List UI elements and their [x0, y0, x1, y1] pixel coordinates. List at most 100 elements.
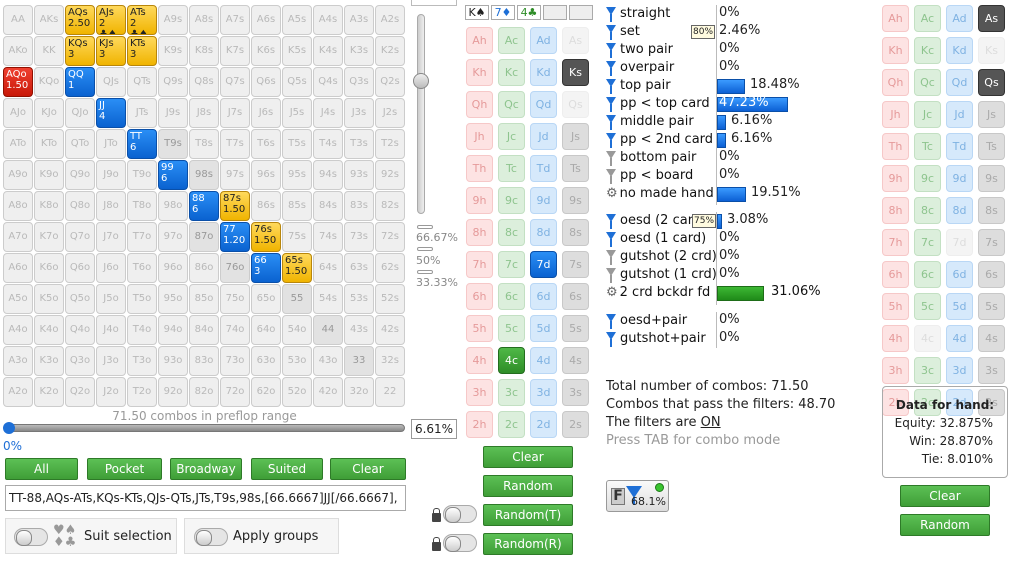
card-Qc[interactable]: Qc [498, 91, 525, 118]
hand-cell[interactable]: T3o [127, 346, 157, 376]
hand-cell[interactable]: QJo [65, 98, 95, 128]
hand-cell[interactable]: Q3s [344, 67, 374, 97]
filter-row[interactable]: gutshot+pair [606, 330, 706, 348]
card-4s[interactable]: 4s [978, 325, 1005, 352]
card-6s[interactable]: 6s [562, 283, 589, 310]
card-Js[interactable]: Js [978, 101, 1005, 128]
hand-cell[interactable]: Q2s [375, 67, 405, 97]
card-8c[interactable]: 8c [498, 219, 525, 246]
random-river-button[interactable]: Random(R) [483, 533, 573, 555]
filter-row[interactable]: overpair [606, 59, 674, 77]
hand-cell[interactable]: 73s [344, 222, 374, 252]
hand-cell[interactable]: K2s [375, 36, 405, 66]
hand-cell[interactable]: 63o [251, 346, 281, 376]
card-Ks[interactable]: Ks [562, 59, 589, 86]
card-8h[interactable]: 8h [466, 219, 493, 246]
hand-cell[interactable]: 75s [282, 222, 312, 252]
funnel-icon[interactable] [606, 7, 616, 22]
hand-cell[interactable]: 43s [344, 315, 374, 345]
card-8d[interactable]: 8d [946, 197, 973, 224]
filter-row[interactable]: bottom pair [606, 149, 696, 167]
card-Td[interactable]: Td [946, 133, 973, 160]
card-9s[interactable]: 9s [562, 187, 589, 214]
hand-cell[interactable]: K8o [34, 191, 64, 221]
card-8c[interactable]: 8c [914, 197, 941, 224]
hand-cell[interactable]: 52s [375, 284, 405, 314]
hand-cell[interactable]: 96s [251, 160, 281, 190]
hand-cell[interactable]: QQ 1 [65, 67, 95, 97]
card-4h[interactable]: 4h [882, 325, 909, 352]
hand-cell[interactable]: 65s 1.50 [282, 253, 312, 283]
broadway-button[interactable]: Broadway [170, 458, 242, 480]
hand-cell[interactable]: 93o [158, 346, 188, 376]
card-5d[interactable]: 5d [530, 315, 557, 342]
board-card-slot[interactable]: 7♦ [491, 5, 515, 20]
range-slider[interactable] [3, 422, 405, 434]
hand-cell[interactable]: 98o [158, 191, 188, 221]
hand-cell[interactable]: 43o [313, 346, 343, 376]
hand-cell[interactable]: KK [34, 36, 64, 66]
hand-cell[interactable]: T4s [313, 129, 343, 159]
filter-row[interactable]: top pair [606, 77, 671, 95]
card-4d[interactable]: 4d [946, 325, 973, 352]
card-6c[interactable]: 6c [498, 283, 525, 310]
card-2s[interactable]: 2s [978, 389, 1005, 416]
hand-cell[interactable]: T2s [375, 129, 405, 159]
card-9c[interactable]: 9c [498, 187, 525, 214]
hand-cell[interactable]: J4o [96, 315, 126, 345]
hand-cell[interactable]: 86o [189, 253, 219, 283]
board-card-slot[interactable]: K♠ [465, 5, 489, 20]
hand-cell[interactable]: K7o [34, 222, 64, 252]
random-turn-toggle[interactable] [443, 505, 477, 523]
hand-cell[interactable]: T6s [251, 129, 281, 159]
hand-cell[interactable]: K2o [34, 377, 64, 407]
card-Tc[interactable]: Tc [914, 133, 941, 160]
filter-row[interactable]: ⚙ no made hand [606, 185, 714, 203]
funnel-icon[interactable] [606, 169, 616, 184]
filter-row[interactable]: pp < 2nd card [606, 131, 713, 149]
card-Kh[interactable]: Kh [882, 37, 909, 64]
card-3d[interactable]: 3d [946, 357, 973, 384]
funnel-icon[interactable] [606, 314, 616, 329]
hand-cell[interactable]: A4o [3, 315, 33, 345]
funnel-icon[interactable] [606, 115, 616, 130]
card-Kd[interactable]: Kd [946, 37, 973, 64]
hand-cell[interactable]: Q6s [251, 67, 281, 97]
hand-cell[interactable]: K3o [34, 346, 64, 376]
card-2c[interactable]: 2c [914, 389, 941, 416]
random-river-toggle[interactable] [443, 534, 477, 552]
hand-cell[interactable]: 76s 1.50 [251, 222, 281, 252]
card-6h[interactable]: 6h [882, 261, 909, 288]
hand-cell[interactable]: 62o [251, 377, 281, 407]
card-6d[interactable]: 6d [946, 261, 973, 288]
card-Kc[interactable]: Kc [914, 37, 941, 64]
weight-slider-handle[interactable] [413, 73, 429, 89]
hand-cell[interactable]: JTs [127, 98, 157, 128]
hand-cell[interactable]: Q6o [65, 253, 95, 283]
hand-cell[interactable]: J9o [96, 160, 126, 190]
card-As[interactable]: As [562, 27, 589, 54]
card-Kd[interactable]: Kd [530, 59, 557, 86]
hand-cell[interactable]: 98s [189, 160, 219, 190]
hand-cell[interactable]: A7s [220, 5, 250, 35]
hand-cell[interactable]: K5s [282, 36, 312, 66]
card-Ah[interactable]: Ah [466, 27, 493, 54]
card-6s[interactable]: 6s [978, 261, 1005, 288]
hand-cell[interactable]: J7s [220, 98, 250, 128]
hand-cell[interactable]: 94o [158, 315, 188, 345]
card-3s[interactable]: 3s [562, 379, 589, 406]
hand-cell[interactable]: K7s [220, 36, 250, 66]
lock-icon[interactable] [432, 537, 441, 551]
range-pct-field[interactable]: 6.61% [411, 419, 457, 439]
filter-row[interactable]: ⚙ 2 crd bckdr fd [606, 284, 710, 302]
hand-cell[interactable]: A5o [3, 284, 33, 314]
hand-cell[interactable]: 64s [313, 253, 343, 283]
hand-cell[interactable]: 44 [313, 315, 343, 345]
hand-cell[interactable]: ATo [3, 129, 33, 159]
card-9s[interactable]: 9s [978, 165, 1005, 192]
card-3h[interactable]: 3h [882, 357, 909, 384]
hand-cell[interactable]: AKo [3, 36, 33, 66]
weight-slider[interactable] [417, 14, 425, 214]
card-3s[interactable]: 3s [978, 357, 1005, 384]
clear-range-button[interactable]: Clear [330, 458, 406, 480]
